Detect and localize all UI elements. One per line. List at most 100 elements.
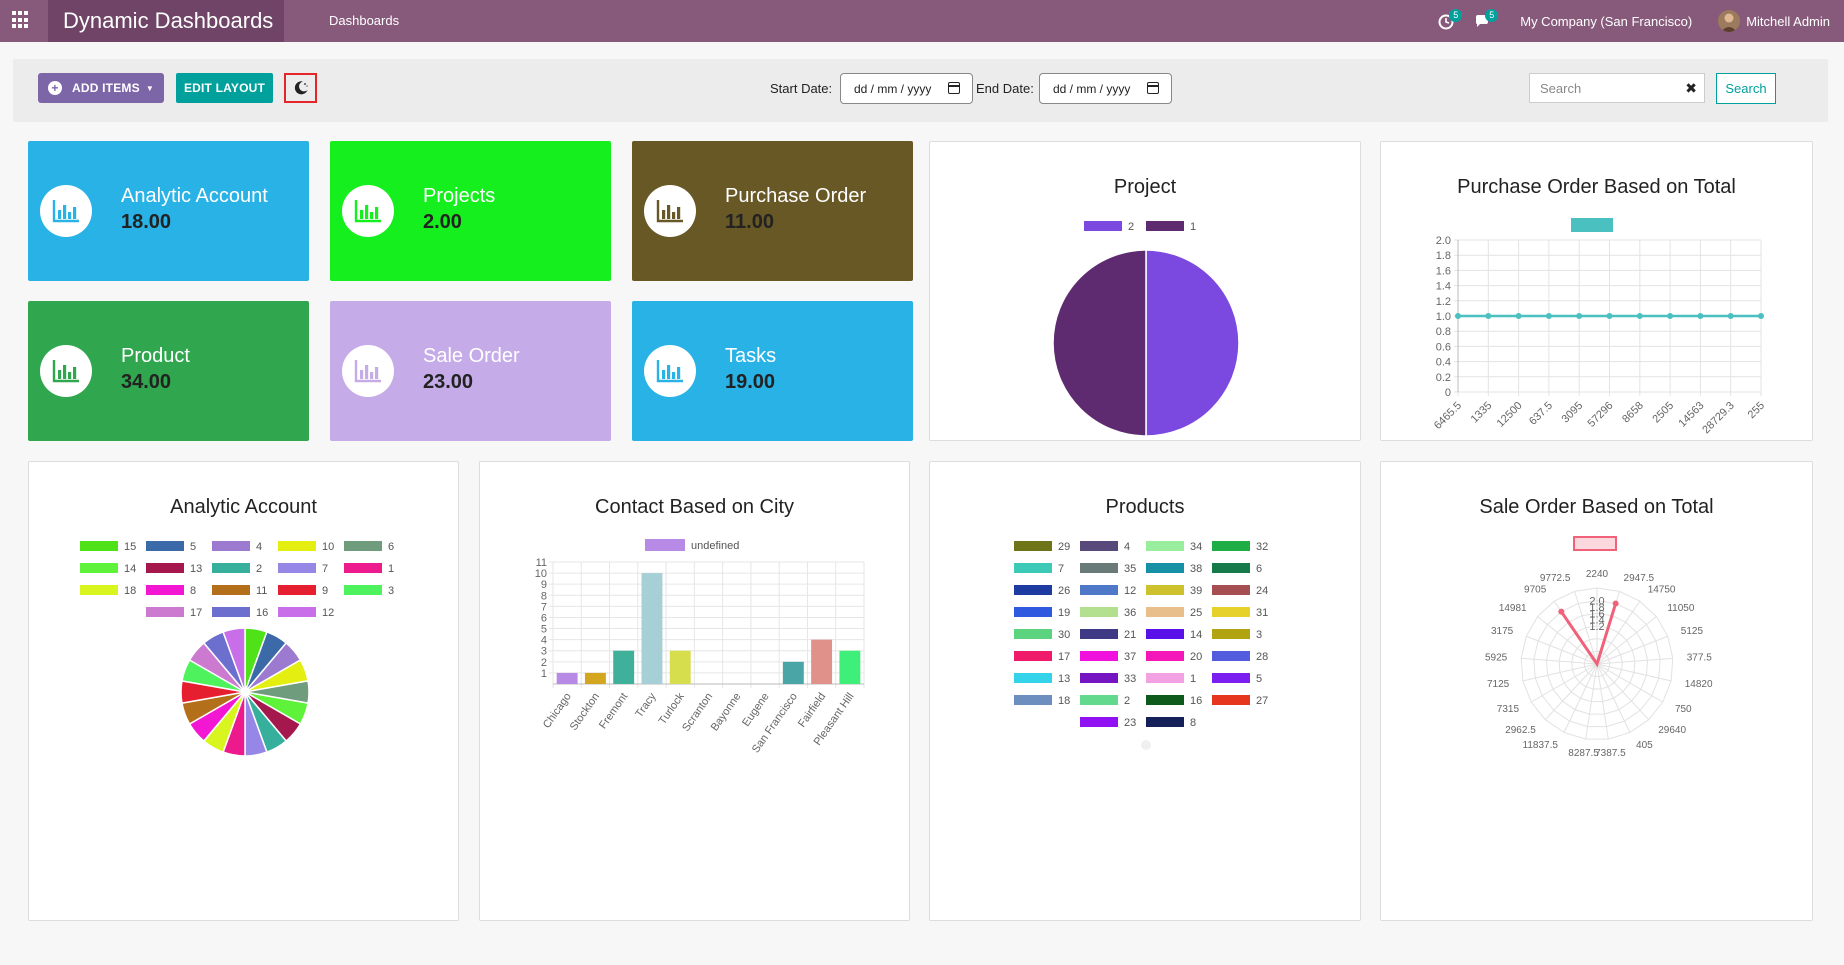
calendar-icon[interactable] xyxy=(1147,82,1159,94)
radar-spoke xyxy=(1596,657,1673,665)
legend-swatch xyxy=(212,541,250,551)
y-tick-label: 1.6 xyxy=(1436,265,1451,277)
company-switcher[interactable]: My Company (San Francisco) xyxy=(1520,13,1693,29)
bar xyxy=(782,661,804,684)
bar-chart-icon xyxy=(644,185,696,237)
pie-slice xyxy=(1052,249,1147,437)
legend-label: 3 xyxy=(388,585,394,597)
legend-swatch xyxy=(1080,651,1118,661)
end-date-label: End Date: xyxy=(976,81,1034,96)
legend-swatch xyxy=(1080,695,1118,705)
start-date-label: Start Date: xyxy=(770,81,833,96)
y-tick-label: 6 xyxy=(541,612,547,624)
legend-swatch xyxy=(1146,629,1184,639)
tile-sale-order[interactable]: Sale Order 23.00 xyxy=(330,301,611,441)
bar xyxy=(613,650,635,684)
menu-dashboards[interactable]: Dashboards xyxy=(329,13,400,28)
data-point xyxy=(1727,313,1734,319)
legend-swatch xyxy=(1014,673,1052,683)
bar xyxy=(556,672,578,684)
legend-swatch xyxy=(1146,673,1184,683)
tile-analytic-account[interactable]: Analytic Account 18.00 xyxy=(28,141,309,281)
legend-swatch xyxy=(344,585,382,595)
legend-label: 38 xyxy=(1190,563,1202,575)
legend-swatch xyxy=(1146,651,1184,661)
messages-button[interactable]: 5 xyxy=(1474,9,1499,32)
chart-title: Sale Order Based on Total xyxy=(1479,496,1714,518)
radar-label: 7387.5 xyxy=(1595,748,1626,759)
radar-spoke xyxy=(1596,635,1668,665)
legend-swatch xyxy=(1212,585,1250,595)
legend-label: 16 xyxy=(256,607,268,619)
legend-swatch xyxy=(1571,218,1613,232)
legend-label: 14 xyxy=(124,563,136,575)
data-point xyxy=(1558,608,1565,615)
theme-toggle-button[interactable] xyxy=(284,73,317,103)
radar-spoke xyxy=(1596,663,1672,682)
tile-value: 18.00 xyxy=(121,211,172,233)
search-button[interactable]: Search xyxy=(1716,73,1776,104)
sale-total-chart-card: Sale Order Based on Total 2240 2947.5 1475… xyxy=(1380,461,1813,921)
avatar[interactable] xyxy=(1718,10,1741,32)
chart-title: Contact Based on City xyxy=(595,496,794,518)
edit-layout-button[interactable]: EDIT LAYOUT xyxy=(176,73,273,103)
tile-name: Tasks xyxy=(725,345,777,367)
chart-title: Analytic Account xyxy=(170,496,317,518)
end-date-value: dd / mm / yyyy xyxy=(1053,81,1131,96)
tile-projects[interactable]: Projects 2.00 xyxy=(330,141,611,281)
legend-label: 13 xyxy=(1058,673,1070,685)
legend-label: 12 xyxy=(1124,585,1136,597)
radar-label: 750 xyxy=(1675,704,1692,715)
clock-icon xyxy=(1438,14,1454,30)
radar-grid xyxy=(1571,638,1623,690)
legend-swatch xyxy=(645,539,685,551)
radar-spoke xyxy=(1596,663,1650,721)
tile-purchase-order[interactable]: Purchase Order 11.00 xyxy=(632,141,913,281)
x-tick-label: 8658 xyxy=(1620,400,1646,426)
legend-label: 27 xyxy=(1256,695,1268,707)
legend-swatch xyxy=(278,607,316,617)
apps-menu-icon[interactable] xyxy=(12,11,30,29)
radar-label: 2962.5 xyxy=(1505,725,1536,736)
search-input[interactable]: Search ✖ xyxy=(1529,73,1705,103)
legend-swatch xyxy=(1212,563,1250,573)
search-placeholder: Search xyxy=(1540,80,1582,96)
app-brand[interactable]: Dynamic Dashboards xyxy=(48,0,284,42)
bar-chart-icon xyxy=(40,185,92,237)
start-date-input[interactable]: dd / mm / yyyy xyxy=(840,73,973,104)
radar-label: 2947.5 xyxy=(1624,573,1655,584)
radar-spoke xyxy=(1596,663,1609,740)
activity-button[interactable]: 5 xyxy=(1438,9,1463,32)
calendar-icon[interactable] xyxy=(948,82,960,94)
radar-spoke xyxy=(1526,635,1598,665)
add-items-button[interactable]: + ADD ITEMS ▼ xyxy=(38,73,164,103)
tile-product[interactable]: Product 34.00 xyxy=(28,301,309,441)
tile-tasks[interactable]: Tasks 19.00 xyxy=(632,301,913,441)
y-tick-label: 1.8 xyxy=(1436,250,1451,262)
legend-label: 3 xyxy=(1256,629,1262,641)
legend-label: 33 xyxy=(1124,673,1136,685)
user-menu[interactable]: Mitchell Admin xyxy=(1746,13,1830,29)
legend-label: 4 xyxy=(1124,541,1130,553)
activity-badge: 5 xyxy=(1449,9,1463,22)
legend-label: 1 xyxy=(1190,221,1196,233)
y-tick-label: 0 xyxy=(1445,387,1451,399)
end-date-input[interactable]: dd / mm / yyyy xyxy=(1039,73,1172,104)
legend-swatch xyxy=(1212,673,1250,683)
legend-label: 34 xyxy=(1190,541,1202,553)
legend-label: 14 xyxy=(1190,629,1202,641)
radar-spoke xyxy=(1537,616,1598,665)
data-point xyxy=(1612,600,1619,607)
radar-grid xyxy=(1545,612,1649,715)
radar-spoke xyxy=(1522,663,1598,682)
clear-icon[interactable]: ✖ xyxy=(1685,80,1697,96)
legend-swatch xyxy=(1146,695,1184,705)
y-tick-label: 1.4 xyxy=(1436,281,1451,293)
y-tick-label: 1 xyxy=(541,668,547,680)
legend-swatch xyxy=(1212,695,1250,705)
radar-spoke xyxy=(1596,663,1631,733)
legend-swatch xyxy=(278,563,316,573)
radar-grid xyxy=(1533,600,1661,728)
